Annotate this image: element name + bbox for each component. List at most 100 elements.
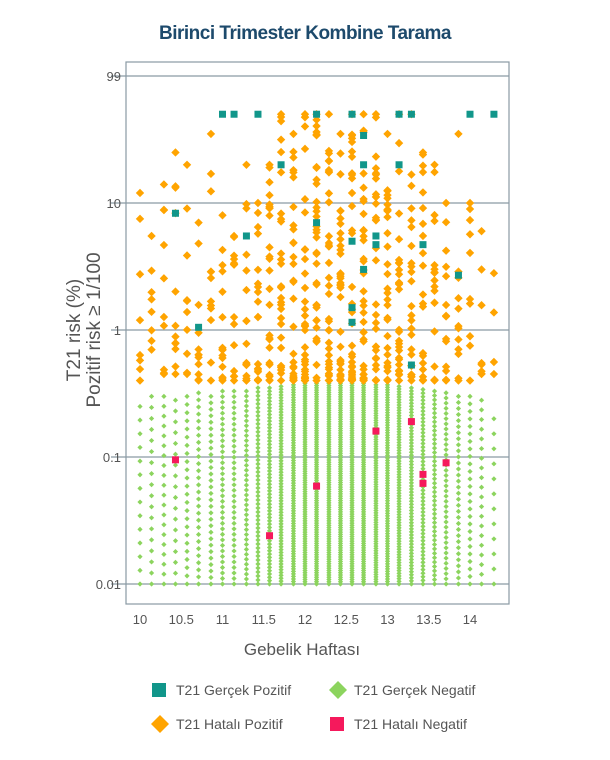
t21-ger-ek-negatif-point xyxy=(278,418,284,424)
t21-ger-ek-negatif-point xyxy=(408,468,415,474)
t21-ger-ek-negatif-point xyxy=(231,493,237,499)
t21-ger-ek-negatif-point xyxy=(455,411,462,418)
t21-ger-ek-negatif-point xyxy=(278,489,284,495)
t21-ger-ek-negatif-point xyxy=(420,440,426,447)
t21-hatal-pozitif-point xyxy=(312,233,321,242)
t21-hatal-pozitif-point xyxy=(465,294,475,304)
t21-ger-ek-negatif-point xyxy=(231,394,237,400)
t21-ger-ek-negatif-point xyxy=(455,545,462,551)
t21-ger-ek-negatif-point xyxy=(278,463,284,470)
t21-hatal-pozitif-point xyxy=(394,209,404,218)
t21-hatal-pozitif-point xyxy=(182,295,192,305)
t21-hatal-pozitif-point xyxy=(383,242,392,251)
t21-ger-ek-negatif-point xyxy=(396,560,402,566)
t21-ger-ek-negatif-point xyxy=(266,511,273,517)
t21-ger-ek-negatif-point xyxy=(396,399,402,405)
t21-ger-ek-negatif-point xyxy=(172,473,179,479)
t21-ger-ek-negatif-point xyxy=(443,560,449,566)
t21-hatal-pozitif-point xyxy=(383,361,392,371)
t21-ger-ek-negatif-point xyxy=(231,504,237,510)
t21-ger-ek-negatif-point xyxy=(208,581,214,587)
t21-hatal-pozitif-point xyxy=(253,375,263,384)
t21-hatal-pozitif-point xyxy=(336,206,345,215)
t21-ger-ek-negatif-point xyxy=(208,549,214,555)
t21-ger-ek-negatif-point xyxy=(148,460,155,466)
legend-label: T21 Hatalı Pozitif xyxy=(176,716,283,732)
t21-hatal-pozitif-point xyxy=(383,190,392,200)
t21-hatal-pozitif-point xyxy=(454,335,463,344)
t21-ger-ek-negatif-point xyxy=(384,382,391,388)
t21-ger-ek-negatif-point xyxy=(491,431,497,437)
t21-hatal-pozitif-point xyxy=(441,362,451,371)
t21-hatal-pozitif-point xyxy=(407,316,416,325)
t21-hatal-pozitif-point xyxy=(135,270,145,279)
t21-hatal-pozitif-point xyxy=(312,248,321,257)
t21-ger-ek-negatif-point xyxy=(278,426,284,432)
t21-ger-ek-pozitif-point xyxy=(313,110,321,118)
t21-ger-ek-negatif-point xyxy=(266,475,273,481)
t21-hatal-pozitif-point xyxy=(359,361,368,371)
t21-ger-ek-negatif-point xyxy=(184,401,190,408)
t21-ger-ek-negatif-point xyxy=(266,498,273,504)
t21-hatal-pozitif-point xyxy=(430,167,439,177)
t21-hatal-pozitif-point xyxy=(300,245,310,254)
t21-ger-ek-negatif-point xyxy=(431,476,438,482)
t21-ger-ek-negatif-point xyxy=(255,477,261,483)
t21-ger-ek-negatif-point xyxy=(396,533,402,539)
t21-ger-ek-negatif-point xyxy=(148,393,155,400)
t21-hatal-pozitif-point xyxy=(300,360,310,369)
t21-ger-ek-negatif-point xyxy=(491,581,497,587)
t21-ger-ek-negatif-point xyxy=(455,454,462,460)
t21-hatal-pozitif-point xyxy=(418,219,428,229)
t21-ger-ek-negatif-point xyxy=(266,504,273,511)
t21-hatal-pozitif-point xyxy=(477,367,486,376)
t21-ger-ek-negatif-point xyxy=(195,390,202,396)
t21-ger-ek-negatif-point xyxy=(195,489,202,495)
t21-ger-ek-negatif-point xyxy=(443,555,449,561)
t21-ger-ek-negatif-point xyxy=(408,458,415,465)
t21-ger-ek-negatif-point xyxy=(478,436,485,442)
t21-ger-ek-negatif-point xyxy=(255,549,261,555)
t21-ger-ek-negatif-point xyxy=(219,531,226,538)
t21-hatal-pozitif-point xyxy=(171,344,180,354)
t21-ger-ek-negatif-point xyxy=(455,478,462,484)
t21-ger-ek-negatif-point xyxy=(208,529,214,535)
t21-ger-ek-negatif-point xyxy=(396,429,402,435)
t21-ger-ek-negatif-point xyxy=(396,423,402,430)
t21-hatal-pozitif-point xyxy=(324,360,334,369)
t21-ger-ek-negatif-point xyxy=(243,561,250,567)
t21-hatal-pozitif-point xyxy=(218,267,227,276)
t21-ger-ek-pozitif-point xyxy=(195,323,203,331)
t21-ger-ek-negatif-point xyxy=(408,431,415,437)
t21-ger-ek-negatif-point xyxy=(172,484,179,490)
t21-ger-ek-negatif-point xyxy=(431,401,438,407)
t21-ger-ek-negatif-point xyxy=(396,421,402,427)
t21-hatal-pozitif-point xyxy=(394,360,404,369)
t21-ger-ek-negatif-point xyxy=(431,414,438,421)
t21-ger-ek-negatif-point xyxy=(231,526,237,532)
t21-ger-ek-negatif-point xyxy=(455,405,462,412)
t21-ger-ek-negatif-point xyxy=(420,566,426,573)
t21-hatal-pozitif-point xyxy=(182,204,192,213)
t21-ger-ek-negatif-point xyxy=(266,485,273,491)
t21-ger-ek-negatif-point xyxy=(278,547,284,553)
t21-ger-ek-negatif-point xyxy=(231,471,237,477)
t21-ger-ek-negatif-point xyxy=(266,558,273,564)
t21-hatal-pozitif-point xyxy=(289,225,298,234)
t21-hatal-pozitif-point xyxy=(289,349,298,359)
t21-ger-ek-negatif-point xyxy=(396,525,402,531)
t21-ger-ek-negatif-point xyxy=(455,508,462,514)
t21-ger-ek-negatif-point xyxy=(148,515,155,521)
t21-ger-ek-negatif-point xyxy=(255,565,261,571)
t21-hatal-pozitif-point xyxy=(371,300,381,309)
t21-ger-ek-pozitif-point xyxy=(372,232,380,240)
t21-ger-ek-negatif-point xyxy=(184,532,190,538)
t21-hatal-pozitif-point xyxy=(324,338,334,347)
t21-hatal-pozitif-point xyxy=(276,297,286,307)
t21-hatal-pozitif-point xyxy=(430,376,439,385)
t21-hatal-pozitif-point xyxy=(265,177,274,187)
t21-ger-ek-negatif-point xyxy=(137,526,143,532)
t21-ger-ek-negatif-point xyxy=(455,472,462,478)
t21-hatal-pozitif-point xyxy=(265,211,274,220)
t21-hatal-pozitif-point xyxy=(300,365,310,374)
